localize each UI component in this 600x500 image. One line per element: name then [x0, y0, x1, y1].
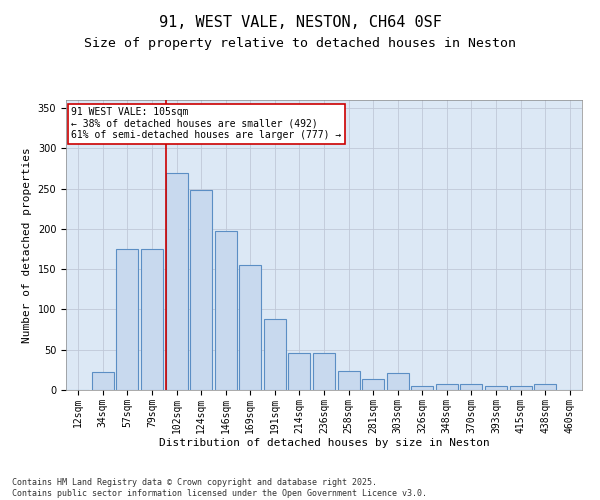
- Bar: [313, 353, 335, 390]
- Bar: [338, 370, 359, 390]
- Bar: [436, 384, 458, 390]
- Bar: [141, 249, 163, 390]
- Bar: [534, 384, 556, 390]
- Bar: [509, 386, 532, 390]
- Text: 91, WEST VALE, NESTON, CH64 0SF: 91, WEST VALE, NESTON, CH64 0SF: [158, 15, 442, 30]
- Bar: [289, 353, 310, 390]
- Bar: [116, 249, 139, 390]
- Bar: [485, 386, 507, 390]
- Bar: [190, 190, 212, 390]
- Text: Contains HM Land Registry data © Crown copyright and database right 2025.
Contai: Contains HM Land Registry data © Crown c…: [12, 478, 427, 498]
- Bar: [362, 378, 384, 390]
- X-axis label: Distribution of detached houses by size in Neston: Distribution of detached houses by size …: [158, 438, 490, 448]
- Bar: [460, 384, 482, 390]
- Bar: [92, 372, 114, 390]
- Bar: [166, 172, 188, 390]
- Bar: [411, 386, 433, 390]
- Text: 91 WEST VALE: 105sqm
← 38% of detached houses are smaller (492)
61% of semi-deta: 91 WEST VALE: 105sqm ← 38% of detached h…: [71, 108, 341, 140]
- Y-axis label: Number of detached properties: Number of detached properties: [22, 147, 32, 343]
- Bar: [215, 230, 237, 390]
- Text: Size of property relative to detached houses in Neston: Size of property relative to detached ho…: [84, 38, 516, 51]
- Bar: [386, 373, 409, 390]
- Bar: [239, 265, 262, 390]
- Bar: [264, 319, 286, 390]
